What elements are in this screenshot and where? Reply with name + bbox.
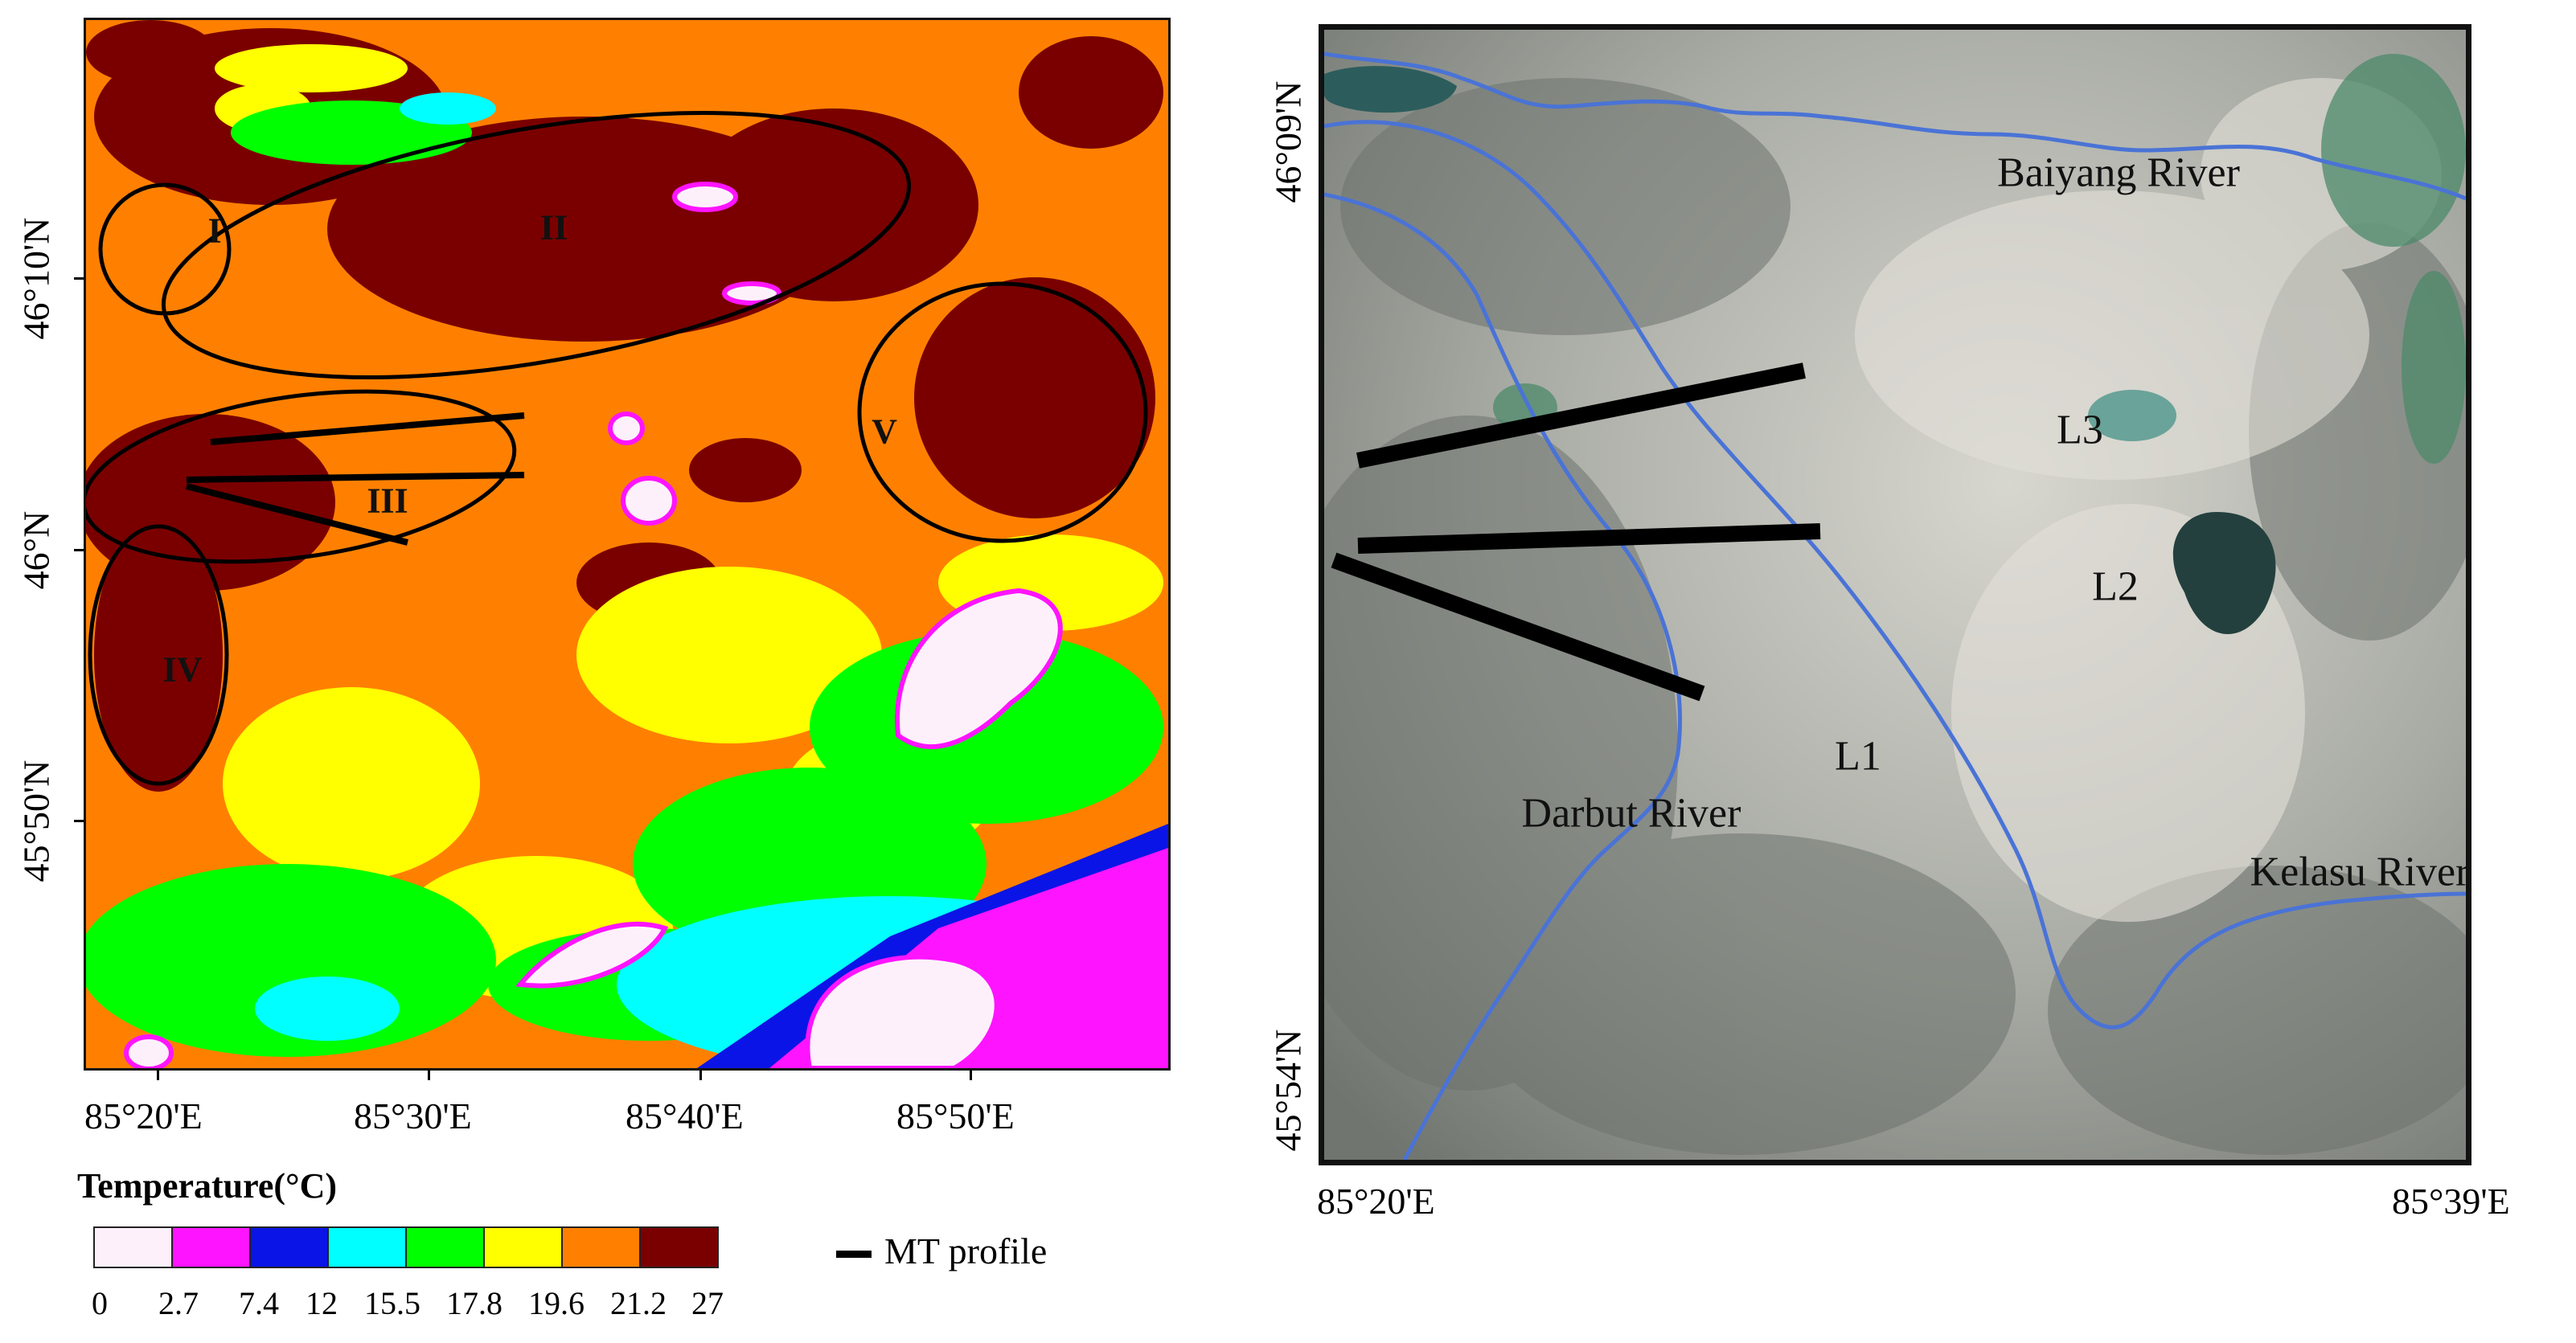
- river-kelasu: [1324, 120, 2466, 1030]
- y-tick-label: 45°54'N: [1267, 1029, 1309, 1152]
- region-outline-III: [86, 389, 517, 564]
- temperature-map: I II III IV V: [84, 18, 1171, 1071]
- tick-mark: [970, 1071, 972, 1080]
- y-tick-label: 46°N: [15, 510, 57, 590]
- legend-swatch: [561, 1226, 641, 1268]
- legend-swatch: [639, 1226, 719, 1268]
- satellite-map: Baiyang River Darbut River Kelasu River …: [1319, 24, 2471, 1165]
- mt-profile-line: [210, 412, 525, 445]
- y-tick-label: 45°50'N: [15, 760, 57, 882]
- river-label-baiyang: Baiyang River: [1997, 149, 2240, 196]
- legend-value: 7.4: [239, 1285, 279, 1321]
- legend-value: 12: [306, 1285, 338, 1321]
- legend-value: 2.7: [158, 1285, 199, 1321]
- region-outline-IV: [88, 524, 229, 786]
- y-tick-label: 46°09'N: [1267, 80, 1309, 203]
- y-tick-label: 46°10'N: [15, 217, 57, 340]
- x-tick-label: 85°20'E: [1317, 1181, 1435, 1222]
- legend-value: 27: [691, 1285, 724, 1321]
- temperature-raster: [86, 20, 1168, 1068]
- legend-swatch: [93, 1226, 173, 1268]
- tick-mark: [699, 1071, 702, 1080]
- vegetation: [1493, 54, 2466, 464]
- region-outline-V: [857, 281, 1148, 543]
- region-label-I: I: [207, 211, 222, 251]
- mt-profile-L3: [1356, 362, 1806, 469]
- legend-swatch: [483, 1226, 563, 1268]
- tick-mark: [74, 277, 84, 280]
- mt-profile-L2: [1357, 523, 1821, 554]
- mt-profile-L1: [1331, 552, 1705, 702]
- profile-label-L3: L3: [2057, 407, 2103, 453]
- mt-profile-line: [186, 483, 408, 546]
- legend-value: 0: [92, 1285, 108, 1321]
- mt-profile-key-label: MT profile: [884, 1230, 1048, 1271]
- x-tick-label: 85°40'E: [626, 1095, 744, 1136]
- river-label-kelasu: Kelasu River: [2250, 849, 2470, 895]
- profile-label-L2: L2: [2092, 563, 2139, 610]
- region-label-V: V: [872, 411, 897, 452]
- mt-profile-key-line: [836, 1251, 872, 1258]
- mt-profiles-right: [1331, 362, 1821, 702]
- legend-title: Temperature(°C): [77, 1166, 338, 1206]
- x-tick-label: 85°30'E: [354, 1095, 472, 1136]
- region-label-III: III: [367, 481, 408, 521]
- mt-profile-line: [186, 472, 525, 483]
- rivers: [1324, 51, 2466, 1160]
- mt-profiles-left: [186, 412, 525, 546]
- river-darbut: [1324, 192, 1682, 1160]
- legend-swatch: [405, 1226, 485, 1268]
- river-baiyang: [1324, 51, 2466, 201]
- legend-value: 15.5: [364, 1285, 420, 1321]
- region-label-II: II: [539, 207, 568, 248]
- tick-mark: [428, 1071, 430, 1080]
- tick-mark: [74, 820, 84, 822]
- x-tick-label: 85°39'E: [2392, 1181, 2510, 1222]
- lakes: [1324, 66, 2276, 635]
- tick-mark: [157, 1071, 159, 1080]
- profile-label-L1: L1: [1835, 733, 1881, 780]
- legend-value: 17.8: [446, 1285, 502, 1321]
- legend-swatch: [249, 1226, 329, 1268]
- lake-areas: [124, 182, 1063, 1068]
- tick-mark: [74, 549, 84, 551]
- region-outlines: [86, 111, 1148, 786]
- legend-value: 21.2: [610, 1285, 667, 1321]
- legend-swatch: [171, 1226, 251, 1268]
- x-tick-label: 85°20'E: [84, 1095, 203, 1136]
- region-label-IV: IV: [162, 649, 203, 690]
- x-tick-label: 85°50'E: [896, 1095, 1015, 1136]
- legend-value: 19.6: [528, 1285, 585, 1321]
- river-label-darbut: Darbut River: [1521, 790, 1741, 837]
- legend-swatch: [327, 1226, 407, 1268]
- region-outline-II: [161, 111, 912, 379]
- satellite-image: [1324, 30, 2466, 1160]
